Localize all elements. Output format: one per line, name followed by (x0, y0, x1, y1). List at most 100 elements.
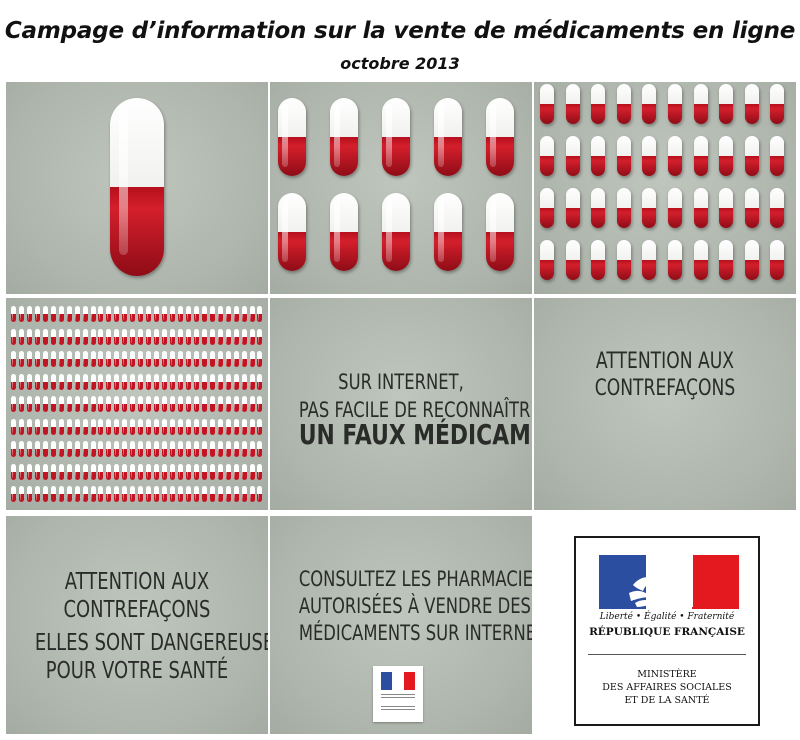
capsule-icon (185, 396, 191, 412)
page-subtitle: octobre 2013 (340, 54, 460, 73)
capsule-icon (233, 441, 239, 457)
capsule-icon (257, 486, 263, 502)
capsule-icon (90, 351, 96, 367)
capsule-icon (241, 486, 247, 502)
capsule-icon (26, 486, 32, 502)
capsule-icon (162, 441, 168, 457)
capsule-icon (42, 351, 48, 367)
capsule-icon (66, 351, 72, 367)
capsule-icon (26, 306, 32, 322)
ministry-line: DES AFFAIRES SOCIALES (602, 682, 732, 693)
capsule-icon (82, 396, 88, 412)
capsule-icon (138, 373, 144, 390)
capsule-icon (209, 441, 215, 457)
capsule-icon (177, 328, 183, 345)
capsule-icon (185, 486, 191, 502)
capsule-icon (719, 84, 734, 124)
capsule-icon (193, 486, 199, 502)
text-line: CONTREFAÇONS (63, 597, 211, 623)
capsule-icon (249, 373, 255, 390)
capsule-icon (668, 136, 682, 176)
capsule-icon (540, 84, 554, 124)
capsule-icon (74, 418, 80, 435)
capsule-icon (42, 306, 48, 322)
capsule-icon (382, 193, 410, 271)
capsule-icon (642, 240, 657, 280)
panel-dangereuses: ATTENTION AUX CONTREFAÇONS ELLES SONT DA… (6, 516, 268, 734)
text-line: MÉDICAMENTS SUR INTERNET (298, 621, 532, 645)
marianne-profile-icon (629, 555, 693, 607)
capsule-icon (616, 84, 631, 124)
text-line: POUR VOTRE SANTÉ (45, 658, 229, 684)
capsule-icon (693, 136, 708, 176)
capsule-icon (122, 463, 128, 480)
capsule-icon (209, 396, 215, 412)
capsule-icon (668, 240, 682, 280)
capsule-icon (209, 463, 215, 480)
capsule-icon (591, 240, 606, 280)
capsule-icon (11, 328, 16, 345)
marianne-logo: Liberté • Égalité • Fraternité RÉPUBLIQU… (574, 536, 760, 726)
capsule-icon (565, 240, 580, 280)
capsule-icon (26, 441, 32, 457)
capsule-icon (162, 328, 168, 345)
capsule-icon (591, 188, 606, 228)
capsule-icon (110, 98, 164, 276)
capsule-icon (66, 463, 72, 480)
capsule-icon (50, 306, 56, 322)
capsule-icon (11, 396, 16, 412)
capsule-icon (540, 136, 554, 176)
capsule-icon (18, 486, 24, 502)
capsule-icon (217, 463, 223, 480)
capsule-icon (66, 396, 72, 412)
text-line: CONTREFAÇONS (594, 376, 736, 401)
capsule-icon (201, 306, 207, 322)
capsule-icon (744, 84, 759, 124)
capsule-icon (122, 306, 128, 322)
page-title: Campage d’information sur la vente de mé… (4, 18, 796, 44)
capsule-icon (233, 351, 239, 367)
capsule-icon (154, 418, 160, 435)
capsule-icon (170, 328, 175, 345)
capsule-icon (382, 98, 410, 176)
capsule-icon (66, 306, 72, 322)
capsule-icon (170, 396, 175, 412)
capsule-icon (257, 373, 263, 390)
capsule-icon (42, 396, 48, 412)
capsule-icon (616, 136, 631, 176)
capsule-icon (18, 396, 24, 412)
capsule-icon (177, 418, 183, 435)
capsule-icon (616, 188, 631, 228)
ministry-line: ET DE LA SANTÉ (624, 695, 710, 706)
capsule-icon (257, 463, 263, 480)
capsule-icon (193, 441, 199, 457)
capsule-icon (122, 441, 128, 457)
capsule-icon (233, 396, 239, 412)
capsule-icon (249, 306, 255, 322)
capsule-icon (744, 240, 759, 280)
capsule-icon (201, 351, 207, 367)
capsule-icon (233, 328, 239, 345)
capsule-icon (130, 351, 136, 367)
capsule-icon (217, 306, 223, 322)
capsule-icon (11, 418, 16, 435)
capsule-icon (642, 136, 657, 176)
capsule-icon (241, 306, 247, 322)
capsule-icon (177, 373, 183, 390)
capsule-icon (154, 441, 160, 457)
capsule-icon (146, 418, 152, 435)
capsule-icon (11, 351, 16, 367)
capsule-icon (82, 463, 88, 480)
capsule-icon (82, 486, 88, 502)
capsule-icon (66, 328, 72, 345)
capsule-icon (185, 441, 191, 457)
panel-text: ATTENTION AUX CONTREFAÇONS (563, 348, 767, 402)
capsule-icon (249, 328, 255, 345)
capsule-icon (770, 240, 785, 280)
capsule-icon (18, 463, 24, 480)
capsule-icon (18, 373, 24, 390)
capsule-icon (257, 306, 263, 322)
capsule-icon (177, 441, 183, 457)
capsule-icon (668, 84, 682, 124)
capsule-icon (130, 486, 136, 502)
